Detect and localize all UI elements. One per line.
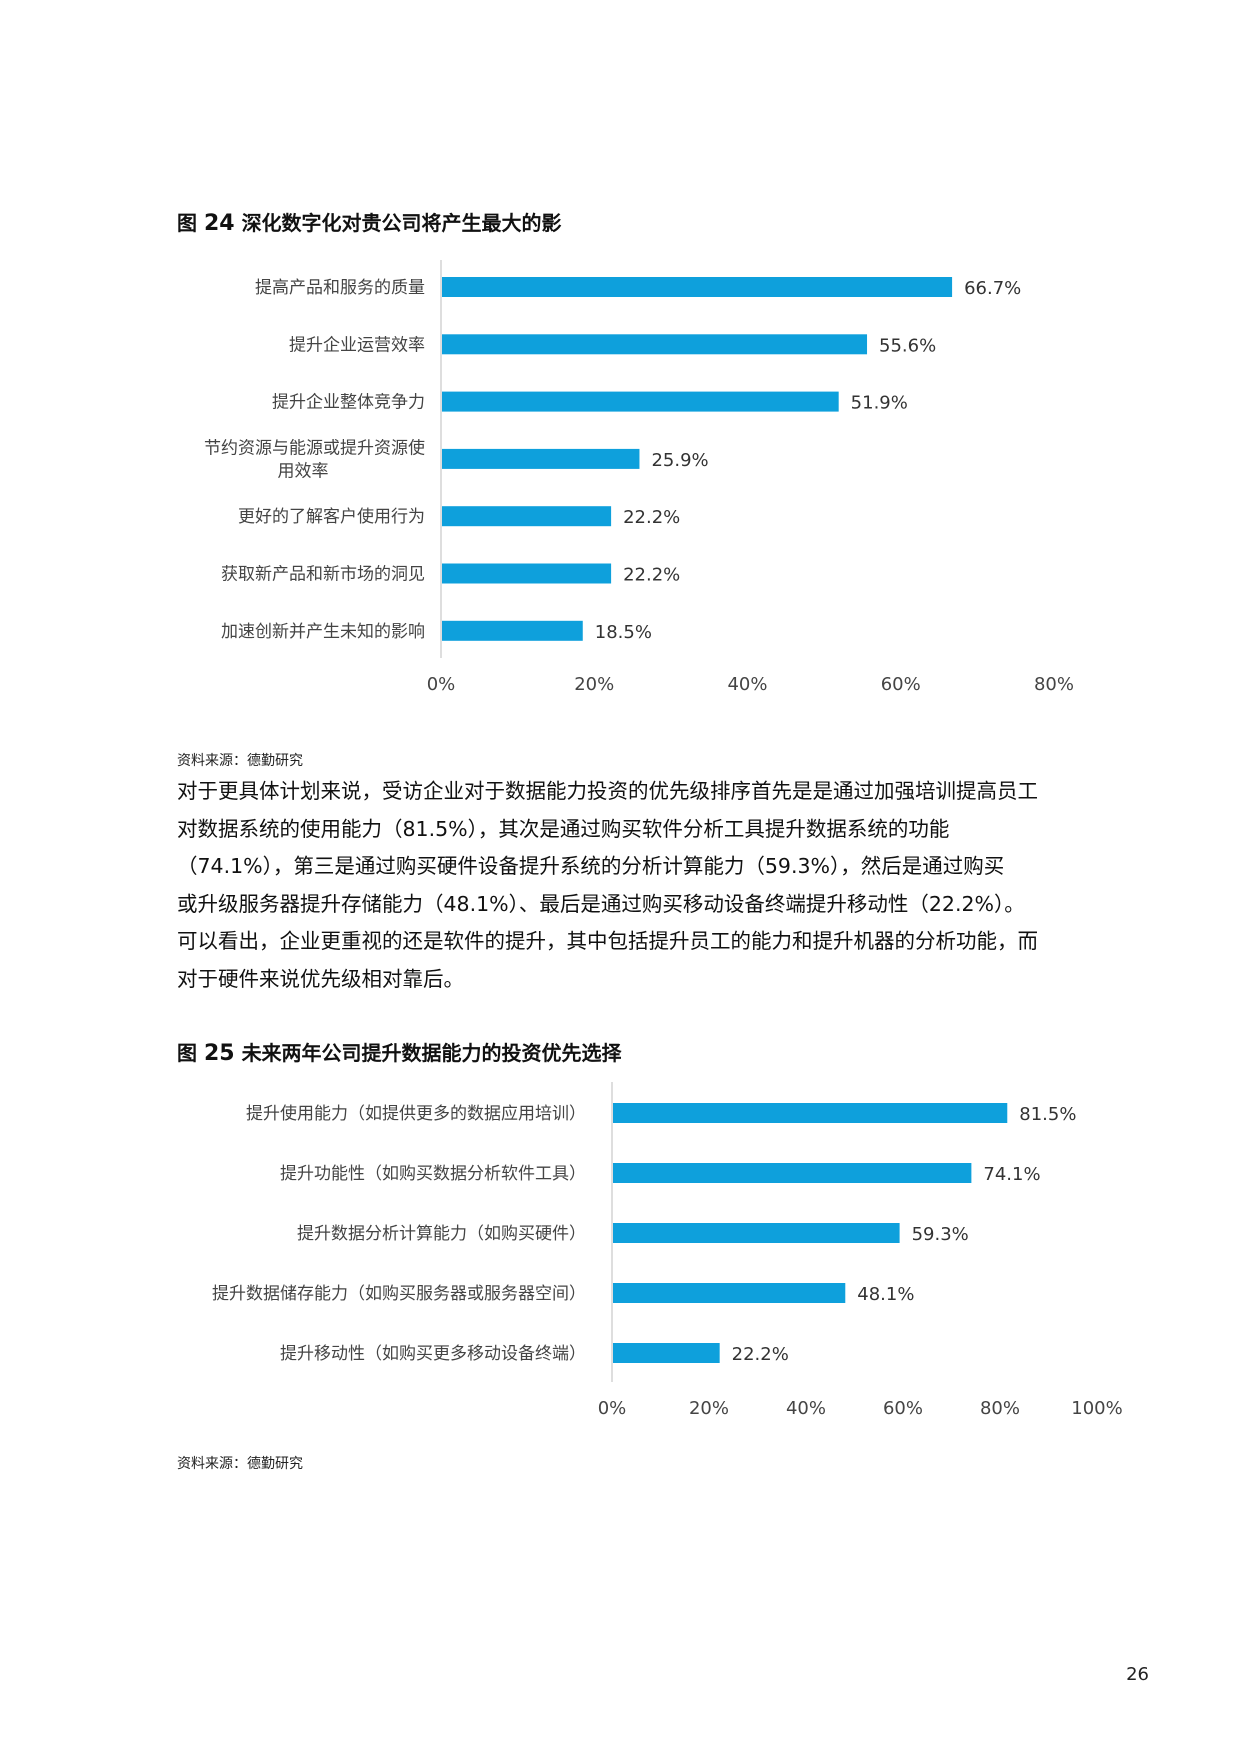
value-label: 25.9% (651, 450, 708, 471)
value-label: 81.5% (1019, 1104, 1076, 1125)
bar (442, 391, 839, 412)
figure-24-title-number: 24 (203, 211, 235, 236)
value-label: 22.2% (732, 1344, 789, 1365)
figure-25-title-number: 25 (203, 1041, 235, 1066)
x-tick-label: 40% (786, 1398, 826, 1419)
category-label: 提升移动性（如购买更多移动设备终端） (280, 1344, 586, 1364)
x-tick-label: 0% (598, 1398, 627, 1419)
x-tick-label: 100% (1071, 1398, 1122, 1419)
paragraph-line: 可以看出，企业更重视的还是软件的提升，其中包括提升员工的能力和提升机器的分析功能… (177, 929, 1038, 953)
category-label: 提升企业整体竞争力 (272, 393, 425, 413)
figure-25-chart: 81.5% 提升使用能力（如提供更多的数据应用培训） 74.1% 提升功能性（如购买数… (212, 1082, 1123, 1419)
bar (613, 1103, 1008, 1123)
figure-25-title-prefix: 图 (177, 1041, 197, 1065)
x-tick-label: 60% (883, 1398, 923, 1419)
category-label: 提升企业运营效率 (289, 335, 425, 355)
bar (442, 506, 612, 527)
figure-25-title-text: 未来两年公司提升数据能力的投资优先选择 (241, 1041, 622, 1065)
value-label: 59.3% (912, 1224, 969, 1245)
category-label: 更好的了解客户使用行为 (238, 506, 425, 527)
category-label: 用效率 (278, 461, 329, 481)
value-label: 66.7% (964, 278, 1021, 299)
category-label: 提高产品和服务的质量 (255, 278, 425, 298)
category-label: 提升数据分析计算能力（如购买硬件） (297, 1224, 586, 1244)
value-label: 74.1% (983, 1164, 1040, 1185)
x-tick-label: 80% (980, 1398, 1020, 1419)
bar (442, 620, 583, 641)
x-tick-label: 40% (727, 674, 767, 695)
figure-24-title-text: 深化数字化对贵公司将产生最大的影 (241, 211, 562, 235)
bar (613, 1163, 972, 1183)
value-label: 48.1% (857, 1284, 914, 1305)
bar (613, 1223, 900, 1243)
figure-24-source: 资料来源：德勤研究 (177, 753, 303, 769)
value-label: 22.2% (623, 565, 680, 586)
paragraph-line: 对于更具体计划来说，受访企业对于数据能力投资的优先级排序首先是是通过加强培训提高… (177, 779, 1038, 803)
category-label: 提升使用能力（如提供更多的数据应用培训） (246, 1103, 586, 1124)
category-label: 节约资源与能源或提升资源使 (204, 437, 425, 458)
value-label: 51.9% (851, 393, 908, 414)
page-number: 26 (1126, 1664, 1149, 1685)
figure-24-title: 图 24 深化数字化对贵公司将产生最大的影 (177, 207, 562, 236)
paragraph-line: 对数据系统的使用能力（81.5%），其次是通过购买软件分析工具提升数据系统的功能 (177, 816, 950, 841)
category-label: 提升数据储存能力（如购买服务器或服务器空间） (212, 1284, 586, 1304)
x-tick-label: 20% (574, 674, 614, 695)
figure-25-title: 图 25 未来两年公司提升数据能力的投资优先选择 (177, 1037, 622, 1066)
bar (613, 1343, 720, 1363)
category-label: 获取新产品和新市场的洞见 (221, 565, 425, 585)
value-label: 55.6% (879, 335, 936, 356)
figure-24-title-prefix: 图 (177, 211, 197, 235)
bar (442, 334, 868, 355)
x-tick-label: 0% (427, 674, 456, 695)
x-tick-label: 20% (689, 1398, 729, 1419)
value-label: 22.2% (623, 507, 680, 528)
category-label: 加速创新并产生未知的影响 (221, 622, 425, 642)
body-paragraph: 对于更具体计划来说，受访企业对于数据能力投资的优先级排序首先是是通过加强培训提高… (177, 773, 1152, 998)
bar (442, 563, 612, 584)
category-label: 提升功能性（如购买数据分析软件工具） (280, 1164, 586, 1184)
figure-24-chart: 66.7% 提高产品和服务的质量 55.6% 提升企业运营效率 51.9% 提升企业整体竞… (204, 260, 1074, 695)
value-label: 18.5% (595, 622, 652, 643)
x-tick-label: 60% (881, 674, 921, 695)
figure-25-source: 资料来源：德勤研究 (177, 1456, 303, 1472)
paragraph-line: （74.1%），第三是通过购买硬件设备提升系统的分析计算能力（59.3%），然后… (177, 854, 1005, 878)
paragraph-line: 或升级服务器提升存储能力（48.1%）、最后是通过购买移动设备终端提升移动性（2… (177, 891, 1025, 916)
x-tick-label: 80% (1034, 674, 1074, 695)
bar (442, 448, 640, 469)
bar (442, 277, 953, 297)
paragraph-line: 对于硬件来说优先级相对靠后。 (177, 966, 464, 991)
bar (613, 1283, 846, 1303)
